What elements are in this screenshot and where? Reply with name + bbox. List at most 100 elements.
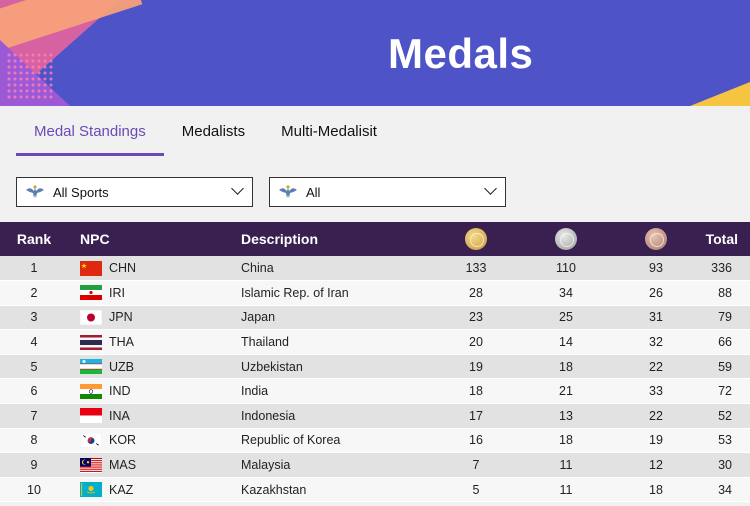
table-row[interactable]: 10 KAZ Kazakhstan 5 11 18 34 [0, 477, 750, 503]
country-name-cell: Thailand [241, 329, 431, 355]
rank-cell: 2 [0, 280, 68, 306]
gold-count-cell: 16 [431, 428, 521, 454]
npc-code: IRI [109, 285, 125, 300]
table-row[interactable]: 3 JPN Japan 23 25 31 79 [0, 305, 750, 331]
npc-code: UZB [109, 359, 134, 374]
npc-cell: THA [68, 329, 241, 355]
country-name-cell: China [241, 256, 431, 282]
bronze-count-cell: 26 [611, 280, 701, 306]
header-gold[interactable] [431, 222, 521, 256]
header-npc[interactable]: NPC [80, 231, 110, 247]
rank-cell: 9 [0, 452, 68, 478]
npc-code: MAS [109, 458, 137, 473]
npc-code: THA [109, 335, 134, 350]
flag-icon [80, 408, 102, 424]
flag-icon [80, 359, 102, 375]
bronze-count-cell: 12 [611, 452, 701, 478]
silver-count-cell: 11 [521, 452, 611, 478]
npc-cell: IND [68, 378, 241, 405]
rank-cell: 4 [0, 329, 68, 355]
header-total[interactable]: Total [705, 231, 738, 247]
table-row[interactable]: 1 CHN China 133 110 93 336 [0, 256, 750, 282]
sports-select[interactable]: All Sports [16, 177, 253, 207]
silver-count-cell: 11 [521, 477, 611, 503]
total-count-cell: 34 [701, 477, 750, 503]
header-silver[interactable] [521, 222, 611, 256]
flag-icon [80, 334, 102, 350]
header-bronze[interactable] [611, 222, 701, 256]
table-header-row: Rank NPC Description Total [0, 222, 750, 256]
total-count-cell: 336 [701, 256, 750, 282]
table-row[interactable]: 7 INA Indonesia 17 13 22 52 [0, 403, 750, 429]
gold-count-cell: 7 [431, 452, 521, 478]
bronze-medal-icon [645, 228, 667, 250]
total-count-cell: 72 [701, 378, 750, 405]
npc-cell: JPN [68, 305, 241, 331]
gold-medal-icon [465, 228, 487, 250]
table-row[interactable]: 6 IND India 18 21 33 72 [0, 378, 750, 405]
silver-count-cell: 18 [521, 428, 611, 454]
npc-code: KOR [109, 433, 137, 448]
flag-icon [80, 285, 102, 301]
total-count-cell: 52 [701, 403, 750, 429]
bronze-count-cell: 32 [611, 329, 701, 355]
rank-cell: 1 [0, 256, 68, 282]
country-name-cell: Islamic Rep. of Iran [241, 280, 431, 306]
decor-shape [690, 82, 750, 106]
npc-cell: UZB [68, 354, 241, 380]
chevron-down-icon [484, 182, 497, 195]
sports-select-value: All Sports [53, 184, 109, 200]
npc-cell: KAZ [68, 477, 241, 503]
npc-cell: CHN [68, 256, 241, 282]
total-count-cell: 30 [701, 452, 750, 478]
rank-cell: 10 [0, 477, 68, 503]
category-select[interactable]: All [269, 177, 506, 207]
rank-cell: 7 [0, 403, 68, 429]
tab-medal-standings[interactable]: Medal Standings [16, 106, 164, 156]
gold-count-cell: 17 [431, 403, 521, 429]
npc-code: CHN [109, 261, 137, 276]
header-rank[interactable]: Rank [16, 231, 52, 247]
table-row[interactable]: 9 MAS Malaysia 7 11 12 30 [0, 452, 750, 478]
npc-code: INA [109, 408, 130, 423]
category-select-value: All [306, 184, 321, 200]
country-name-cell: Malaysia [241, 452, 431, 478]
flag-icon [80, 482, 102, 498]
silver-count-cell: 14 [521, 329, 611, 355]
gold-count-cell: 23 [431, 305, 521, 331]
bronze-count-cell: 22 [611, 354, 701, 380]
country-name-cell: Japan [241, 305, 431, 331]
bronze-count-cell: 19 [611, 428, 701, 454]
table-row[interactable]: 8 KOR Republic of Korea 16 18 19 53 [0, 428, 750, 454]
silver-medal-icon [555, 228, 577, 250]
npc-code: IND [109, 384, 131, 399]
total-count-cell: 53 [701, 428, 750, 454]
games-logo-icon [279, 185, 297, 198]
page-banner: Medals [0, 0, 750, 106]
gold-count-cell: 20 [431, 329, 521, 355]
rank-cell: 5 [0, 354, 68, 380]
gold-count-cell: 133 [431, 256, 521, 282]
gold-count-cell: 19 [431, 354, 521, 380]
rank-cell: 3 [0, 305, 68, 331]
tab-multi-medalist[interactable]: Multi-Medalisit [281, 123, 377, 140]
total-count-cell: 59 [701, 354, 750, 380]
header-description[interactable]: Description [241, 231, 319, 247]
filter-bar: All Sports All [0, 158, 750, 222]
silver-count-cell: 34 [521, 280, 611, 306]
table-row[interactable]: 4 THA Thailand 20 14 32 66 [0, 329, 750, 355]
table-row[interactable]: 5 UZB Uzbekistan 19 18 22 59 [0, 354, 750, 380]
flag-icon [80, 260, 102, 276]
npc-code: KAZ [109, 482, 134, 497]
total-count-cell: 66 [701, 329, 750, 355]
flag-icon [80, 309, 102, 325]
total-count-cell: 88 [701, 280, 750, 306]
npc-cell: MAS [68, 452, 241, 478]
silver-count-cell: 25 [521, 305, 611, 331]
tab-medalists[interactable]: Medalists [181, 123, 246, 140]
silver-count-cell: 13 [521, 403, 611, 429]
npc-cell: KOR [68, 428, 241, 454]
country-name-cell: Uzbekistan [241, 354, 431, 380]
table-row[interactable]: 2 IRI Islamic Rep. of Iran 28 34 26 88 [0, 280, 750, 306]
flag-icon [80, 383, 102, 399]
